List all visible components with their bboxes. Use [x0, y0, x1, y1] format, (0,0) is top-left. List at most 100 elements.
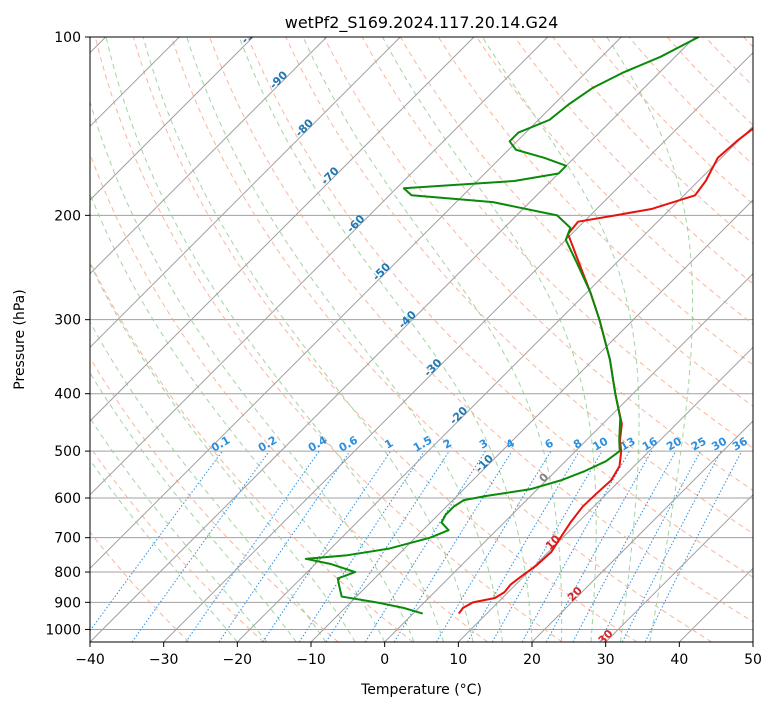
mixing-ratio-line-13	[521, 450, 630, 642]
mixing-ratio-line-0.4	[185, 450, 320, 642]
dry-adiabat--10	[90, 356, 339, 642]
sounding-profiles	[304, 37, 753, 615]
isotherms	[90, 37, 753, 642]
isotherm--40	[90, 37, 696, 642]
mixing-ratio-line-1.5	[298, 450, 425, 642]
moist-adiabat-16	[186, 37, 504, 642]
dry-adiabats	[90, 37, 753, 642]
x-axis-title: Temperature (°C)	[360, 682, 482, 698]
mixing-ratio-line-30	[621, 450, 722, 642]
moist-adiabat-4	[90, 100, 415, 642]
x-tick-label: 40	[670, 652, 688, 668]
x-tick-label: 10	[449, 652, 467, 668]
isotherm-label: -70	[318, 164, 341, 187]
moist-adiabats	[90, 37, 694, 642]
isotherm--100	[90, 37, 254, 201]
isotherm--70	[90, 37, 475, 422]
x-tick-label: 50	[744, 652, 762, 668]
moist-adiabat-0	[90, 192, 386, 642]
mixing-ratio-lines	[90, 450, 743, 642]
temperature-profile-line	[458, 127, 753, 615]
mixing-ratio-line-1	[262, 450, 392, 642]
y-tick-label: 900	[54, 595, 81, 611]
y-tick-label: 700	[54, 531, 81, 547]
y-tick-label: 100	[54, 30, 81, 46]
y-tick-label: 1000	[45, 622, 81, 638]
mixing-ratio-label: 6	[543, 436, 556, 451]
isotherm-10	[457, 346, 753, 642]
isotherm-20	[531, 420, 753, 642]
dry-adiabat-20	[94, 37, 563, 642]
mixing-ratio-line-36	[644, 450, 743, 642]
dewpoint-profile-line	[304, 37, 700, 615]
mixing-ratio-line-0.2	[131, 450, 270, 642]
dry-adiabat-100	[399, 37, 753, 407]
isotherm-label: 40	[632, 664, 652, 684]
isotherm--20	[236, 125, 753, 642]
x-axis: −40 −30 −20 −10 0 10 20 30 40 50	[75, 642, 762, 668]
y-tick-label: 200	[54, 208, 81, 224]
mixing-ratio-line-3	[364, 450, 486, 642]
moist-adiabat--12	[90, 371, 297, 642]
pressure-gridlines	[90, 37, 753, 630]
isotherm-50	[752, 641, 753, 642]
mixing-ratio-line-2	[325, 450, 450, 642]
dry-adiabat-170	[666, 37, 753, 126]
dry-adiabat-190	[743, 37, 753, 48]
y-tick-label: 400	[54, 387, 81, 403]
moist-adiabat-20	[238, 37, 533, 642]
dry-adiabat-50	[209, 37, 753, 623]
isotherm--50	[90, 37, 622, 570]
x-tick-label: 0	[380, 652, 389, 668]
y-tick-label: 500	[54, 444, 81, 460]
x-tick-label: −20	[223, 652, 253, 668]
y-tick-label: 600	[54, 491, 81, 507]
dry-adiabat-110	[438, 37, 753, 366]
dry-adiabat-130	[514, 37, 753, 285]
isotherm-label: -40	[396, 308, 419, 331]
moist-adiabat--4	[90, 262, 356, 642]
x-tick-label: 30	[597, 652, 615, 668]
y-axis: 100 200 300 400 500 600 700 800 900 1000	[45, 30, 90, 638]
moist-adiabat--16	[90, 417, 268, 642]
x-tick-label: 20	[523, 652, 541, 668]
isotherm-label: -100	[239, 18, 268, 47]
isotherm--90	[90, 37, 328, 275]
dry-adiabat-70	[285, 37, 753, 535]
dry-adiabat-150	[590, 37, 753, 205]
chart-title: wetPf2_S169.2024.117.20.14.G24	[285, 13, 559, 33]
isotherm-40	[678, 567, 753, 642]
dry-adiabat--20	[90, 446, 264, 642]
y-tick-label: 300	[54, 313, 81, 329]
mixing-ratio-line-0.1	[90, 450, 223, 632]
mixing-ratio-label: 2	[441, 437, 454, 452]
x-tick-label: −40	[75, 652, 105, 668]
dry-adiabat-10	[90, 152, 488, 642]
moist-adiabat-24	[302, 37, 563, 642]
plot-area: -100-90-80-70-60-50-40-30-20-10010203040…	[90, 18, 753, 684]
moist-adiabat-36	[606, 37, 694, 642]
moist-adiabat-12	[142, 37, 474, 642]
dry-adiabat-180	[704, 37, 753, 87]
mixing-ratio-line-25	[599, 450, 701, 642]
moist-adiabat-28	[382, 37, 597, 642]
dry-adiabat-80	[323, 37, 753, 491]
plot-frame	[89, 36, 754, 643]
x-tick-label: −30	[149, 652, 179, 668]
isotherm--60	[90, 37, 549, 496]
y-axis-title: Pressure (hPa)	[12, 289, 28, 389]
mixing-ratio-line-0.6	[218, 450, 351, 642]
isotherm-label: -50	[370, 260, 393, 283]
moist-adiabat-32	[481, 37, 640, 642]
mixing-ratio-line-4	[393, 450, 513, 642]
mixing-ratio-line-10	[491, 450, 603, 642]
mixing-ratio-label: 3	[477, 437, 490, 452]
isotherm-label: -30	[421, 356, 444, 379]
isotherm--80	[90, 37, 401, 349]
moist-adiabat--20	[90, 459, 238, 642]
isotherm-30	[605, 493, 753, 642]
dry-adiabat--30	[90, 531, 190, 642]
isotherm-0	[384, 272, 753, 642]
x-tick-label: −10	[296, 652, 326, 668]
